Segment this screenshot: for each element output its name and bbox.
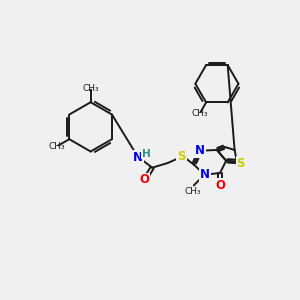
Text: CH₃: CH₃: [82, 84, 99, 93]
Text: N: N: [200, 168, 210, 181]
Text: O: O: [215, 179, 225, 192]
Text: S: S: [177, 150, 186, 164]
Text: CH₃: CH₃: [192, 109, 208, 118]
Text: CH₃: CH₃: [49, 142, 66, 151]
Text: H: H: [142, 149, 150, 159]
Text: N: N: [134, 151, 143, 164]
Text: O: O: [215, 179, 225, 192]
Text: S: S: [236, 157, 245, 169]
Text: S: S: [177, 150, 186, 164]
Text: N: N: [200, 168, 210, 181]
Text: H: H: [142, 149, 150, 159]
Text: N: N: [195, 144, 205, 157]
Text: S: S: [236, 157, 245, 169]
Text: CH₃: CH₃: [185, 187, 201, 196]
Text: O: O: [140, 173, 149, 187]
Text: O: O: [140, 173, 149, 187]
Text: N: N: [195, 144, 205, 157]
Text: N: N: [134, 151, 143, 164]
